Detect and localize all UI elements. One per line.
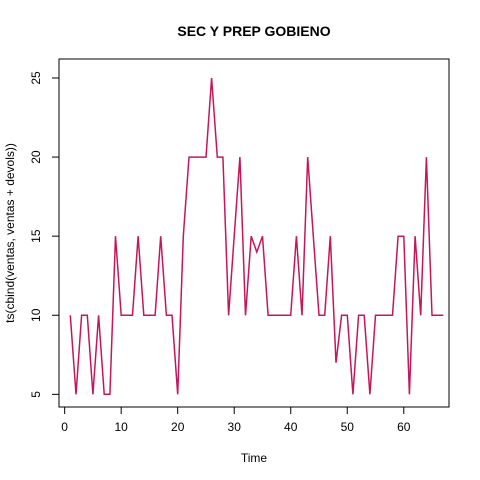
plot-frame bbox=[58, 58, 450, 408]
y-tick-label: 10 bbox=[29, 308, 43, 322]
x-tick-label: 60 bbox=[397, 420, 411, 434]
y-tick-label: 20 bbox=[29, 150, 43, 164]
y-axis: 5 10 15 20 25 bbox=[29, 71, 60, 398]
y-tick-label: 5 bbox=[29, 391, 43, 398]
x-tick-label: 10 bbox=[114, 420, 128, 434]
y-axis-label: ts(cbind(ventas, ventas + devols)) bbox=[3, 143, 17, 323]
x-tick-label: 0 bbox=[61, 420, 68, 434]
chart-title: SEC Y PREP GOBIENO bbox=[177, 23, 330, 39]
y-tick-label: 15 bbox=[29, 229, 43, 243]
x-tick-label: 50 bbox=[341, 420, 355, 434]
x-tick-label: 40 bbox=[284, 420, 298, 434]
y-tick-label: 25 bbox=[29, 71, 43, 85]
x-tick-label: 30 bbox=[228, 420, 242, 434]
series-line bbox=[69, 77, 444, 396]
x-axis-label: Time bbox=[241, 451, 268, 465]
x-axis: 0 10 20 30 40 50 60 bbox=[61, 406, 411, 434]
x-tick-label: 20 bbox=[171, 420, 185, 434]
